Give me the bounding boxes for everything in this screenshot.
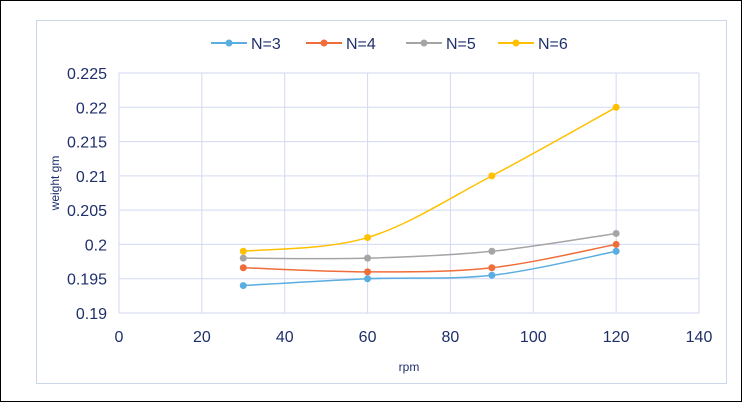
series-line-4 <box>243 106 617 253</box>
legend-label: N=4 <box>346 36 376 53</box>
x-tick-label: 60 <box>359 329 377 346</box>
data-point <box>488 172 496 180</box>
series-line-2 <box>243 243 617 273</box>
data-point <box>612 103 620 111</box>
series-lines <box>243 106 617 287</box>
legend-label: N=5 <box>446 36 476 53</box>
series-line-3 <box>243 232 617 260</box>
tick-labels: 0 20 40 60 80 100 120 140 0.19 0.195 0.2 0.205 0.21 0… <box>67 66 712 346</box>
data-point <box>364 234 372 242</box>
y-tick-label: 0.215 <box>67 135 107 152</box>
legend-marker <box>512 39 520 47</box>
x-tick-label: 100 <box>520 329 547 346</box>
x-tick-label: 140 <box>686 329 713 346</box>
x-tick-label: 80 <box>442 329 460 346</box>
data-point <box>239 264 247 272</box>
y-tick-label: 0.225 <box>67 66 107 83</box>
x-axis-label: rpm <box>399 360 420 374</box>
y-tick-label: 0.195 <box>67 272 107 289</box>
data-point <box>364 268 372 276</box>
x-tick-label: 40 <box>276 329 294 346</box>
x-tick-label: 120 <box>603 329 630 346</box>
y-tick-label: 0.19 <box>76 306 107 323</box>
y-tick-label: 0.2 <box>85 237 107 254</box>
legend-marker <box>225 39 233 47</box>
legend-marker <box>320 39 328 47</box>
legend-marker <box>420 39 428 47</box>
y-tick-label: 0.22 <box>76 100 107 117</box>
legend-label: N=3 <box>251 36 281 53</box>
legend: N=3 N=4 N=5 N=6 <box>211 36 568 53</box>
y-tick-label: 0.21 <box>76 169 107 186</box>
legend-label: N=6 <box>538 36 568 53</box>
y-tick-label: 0.205 <box>67 203 107 220</box>
x-tick-label: 20 <box>193 329 211 346</box>
x-tick-label: 0 <box>115 329 124 346</box>
data-point <box>488 247 496 255</box>
data-point <box>364 254 372 262</box>
chart-area <box>36 20 727 384</box>
data-point <box>488 271 496 279</box>
data-point <box>612 240 620 248</box>
series-points <box>239 103 620 290</box>
data-point <box>364 275 372 283</box>
y-axis-label: weight gm <box>48 156 62 212</box>
data-point <box>488 264 496 272</box>
data-point <box>612 247 620 255</box>
data-point <box>239 282 247 290</box>
data-point <box>239 254 247 262</box>
series-line-1 <box>243 250 617 287</box>
data-point <box>239 247 247 255</box>
data-point <box>612 229 620 237</box>
